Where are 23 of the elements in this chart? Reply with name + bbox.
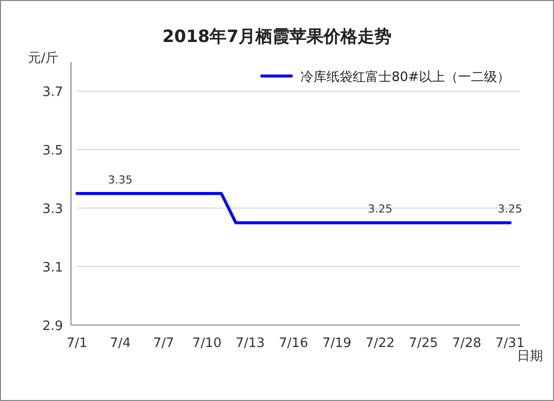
x-tick-label: 7/25 bbox=[408, 336, 438, 351]
legend-label: 冷库纸袋红富士80#以上（一二级） bbox=[300, 69, 510, 85]
x-tick-label: 7/19 bbox=[322, 336, 352, 351]
data-label: 3.35 bbox=[108, 174, 133, 186]
x-tick-label: 7/4 bbox=[110, 336, 131, 351]
x-tick-label: 7/31 bbox=[495, 336, 525, 351]
x-tick-label: 7/10 bbox=[192, 336, 222, 351]
x-tick-label: 7/28 bbox=[452, 336, 482, 351]
y-tick-label: 2.9 bbox=[42, 319, 63, 334]
x-tick-label: 7/22 bbox=[366, 336, 395, 351]
y-axis-title: 元/斤 bbox=[28, 51, 58, 66]
x-axis-title: 日期 bbox=[517, 349, 543, 364]
y-tick-label: 3.1 bbox=[42, 260, 63, 276]
y-tick-label: 3.5 bbox=[42, 144, 63, 159]
y-tick-label: 3.3 bbox=[42, 202, 63, 218]
data-label: 3.25 bbox=[498, 202, 522, 216]
x-tick-label: 7/7 bbox=[153, 336, 174, 351]
y-tick-label: 3.7 bbox=[42, 85, 63, 100]
data-label: 3.25 bbox=[368, 202, 392, 216]
x-tick-label: 7/1 bbox=[66, 336, 88, 351]
x-tick-label: 7/13 bbox=[236, 336, 265, 351]
x-tick-label: 7/16 bbox=[278, 336, 308, 351]
chart-title: 2018年7月栖霞苹果价格走势 bbox=[162, 27, 392, 47]
